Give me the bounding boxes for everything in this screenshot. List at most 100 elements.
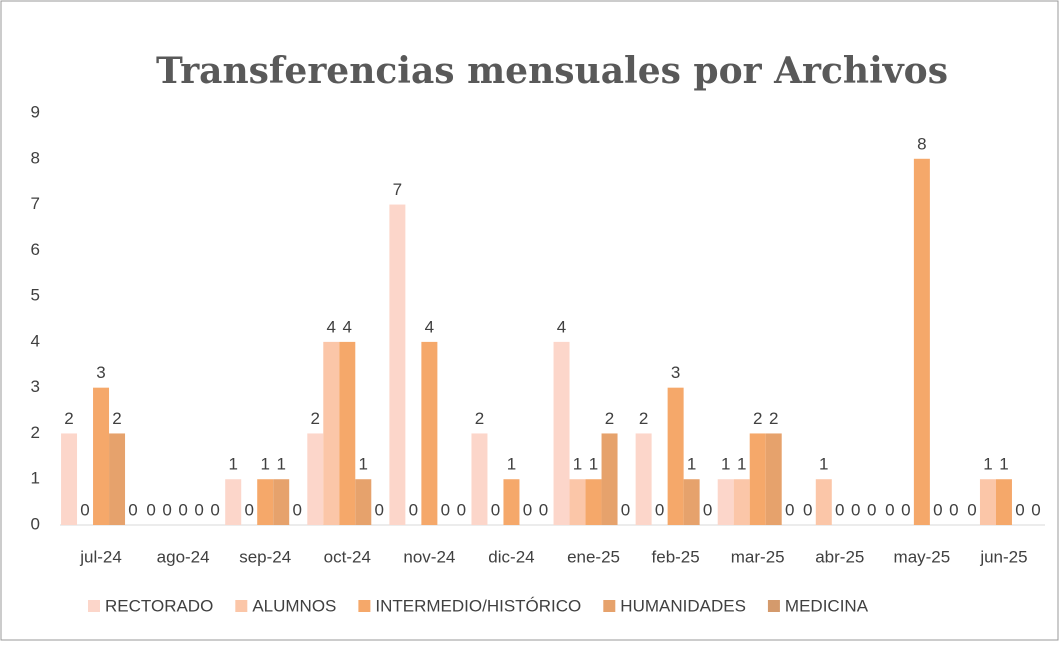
data-label: 0 bbox=[457, 500, 466, 519]
data-label: 2 bbox=[769, 409, 778, 428]
bar bbox=[913, 158, 930, 525]
data-label: 2 bbox=[605, 409, 614, 428]
data-label: 0 bbox=[375, 500, 384, 519]
data-label: 2 bbox=[753, 409, 762, 428]
data-label: 0 bbox=[1031, 500, 1040, 519]
legend-label: RECTORADO bbox=[105, 596, 213, 615]
data-label: 0 bbox=[835, 500, 844, 519]
bar bbox=[815, 479, 832, 525]
data-label: 3 bbox=[96, 363, 105, 382]
data-label: 0 bbox=[80, 500, 89, 519]
bar bbox=[635, 433, 652, 525]
bar bbox=[339, 341, 356, 525]
data-label: 0 bbox=[867, 500, 876, 519]
data-label: 2 bbox=[64, 409, 73, 428]
bar bbox=[307, 433, 324, 525]
legend-label: MEDICINA bbox=[785, 596, 869, 615]
x-tick-label: dic-24 bbox=[488, 547, 534, 566]
data-label: 1 bbox=[589, 455, 598, 474]
data-label: 0 bbox=[244, 500, 253, 519]
data-label: 1 bbox=[359, 455, 368, 474]
data-label: 1 bbox=[819, 455, 828, 474]
x-tick-label: feb-25 bbox=[652, 547, 700, 566]
x-tick-label: jul-24 bbox=[79, 547, 122, 566]
y-tick-label: 3 bbox=[31, 377, 40, 396]
data-label: 0 bbox=[441, 500, 450, 519]
bar bbox=[109, 433, 126, 525]
y-tick-label: 8 bbox=[31, 148, 40, 167]
data-label: 0 bbox=[785, 500, 794, 519]
data-label: 0 bbox=[539, 500, 548, 519]
data-label: 0 bbox=[703, 500, 712, 519]
data-label: 0 bbox=[885, 500, 894, 519]
data-label: 0 bbox=[655, 500, 664, 519]
chart-title: Transferencias mensuales por Archivos bbox=[156, 50, 948, 92]
data-label: 0 bbox=[491, 500, 500, 519]
data-label: 3 bbox=[671, 363, 680, 382]
data-label: 1 bbox=[983, 455, 992, 474]
data-label: 1 bbox=[276, 455, 285, 474]
data-label: 7 bbox=[393, 180, 402, 199]
data-label: 4 bbox=[327, 317, 336, 336]
bar bbox=[765, 433, 782, 525]
data-label: 0 bbox=[178, 500, 187, 519]
bar bbox=[553, 341, 570, 525]
bar bbox=[389, 204, 406, 526]
bar bbox=[225, 479, 242, 525]
data-label: 4 bbox=[343, 317, 352, 336]
data-label: 0 bbox=[621, 500, 630, 519]
data-label: 0 bbox=[967, 500, 976, 519]
data-label: 2 bbox=[311, 409, 320, 428]
data-label: 0 bbox=[933, 500, 942, 519]
bar bbox=[93, 387, 110, 525]
data-label: 0 bbox=[901, 500, 910, 519]
data-label: 0 bbox=[1015, 500, 1024, 519]
y-tick-label: 1 bbox=[31, 469, 40, 488]
y-tick-label: 2 bbox=[31, 423, 40, 442]
data-label: 2 bbox=[475, 409, 484, 428]
data-label: 1 bbox=[999, 455, 1008, 474]
data-label: 4 bbox=[557, 317, 566, 336]
bar bbox=[667, 387, 684, 525]
bar bbox=[749, 433, 766, 525]
data-label: 0 bbox=[194, 500, 203, 519]
data-label: 8 bbox=[917, 134, 926, 153]
bar bbox=[979, 479, 996, 525]
x-tick-label: oct-24 bbox=[324, 547, 371, 566]
bar bbox=[585, 479, 602, 525]
bar bbox=[471, 433, 488, 525]
data-label: 1 bbox=[260, 455, 269, 474]
data-label: 2 bbox=[639, 409, 648, 428]
data-label: 2 bbox=[112, 409, 121, 428]
data-label: 1 bbox=[687, 455, 696, 474]
data-label: 0 bbox=[210, 500, 219, 519]
bar bbox=[273, 479, 290, 525]
data-label: 1 bbox=[737, 455, 746, 474]
data-label: 0 bbox=[803, 500, 812, 519]
bar bbox=[717, 479, 734, 525]
y-tick-label: 9 bbox=[31, 102, 40, 121]
legend-label: HUMANIDADES bbox=[620, 596, 746, 615]
bar bbox=[683, 479, 700, 525]
data-label: 1 bbox=[721, 455, 730, 474]
bar bbox=[421, 341, 438, 525]
y-tick-label: 4 bbox=[31, 331, 40, 350]
y-tick-label: 0 bbox=[31, 514, 40, 533]
data-label: 0 bbox=[162, 500, 171, 519]
legend-swatch bbox=[235, 600, 248, 612]
x-tick-label: ago-24 bbox=[157, 547, 210, 566]
data-label: 0 bbox=[128, 500, 137, 519]
legend-swatch bbox=[767, 600, 780, 612]
data-label: 0 bbox=[409, 500, 418, 519]
legend-swatch bbox=[603, 600, 616, 612]
data-label: 1 bbox=[573, 455, 582, 474]
y-tick-label: 7 bbox=[31, 194, 40, 213]
bar bbox=[503, 479, 520, 525]
bar bbox=[601, 433, 618, 525]
x-tick-label: jun-25 bbox=[979, 547, 1027, 566]
x-tick-label: nov-24 bbox=[403, 547, 455, 566]
data-label: 0 bbox=[523, 500, 532, 519]
bar bbox=[323, 341, 340, 525]
